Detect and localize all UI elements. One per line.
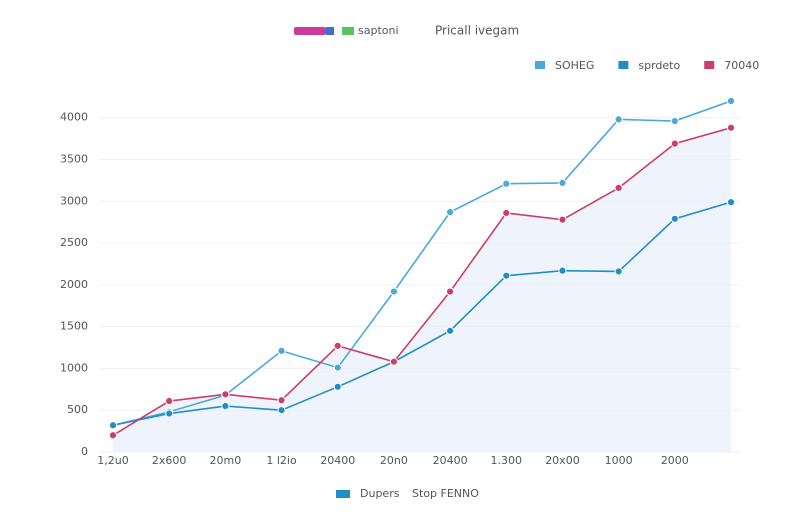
data-point xyxy=(165,396,174,406)
y-tick-label: 0 xyxy=(81,445,88,458)
x-tick-label: 2x600 xyxy=(152,454,187,467)
data-point xyxy=(726,123,736,132)
data-point xyxy=(333,382,342,391)
x-tick-label: 20n0 xyxy=(380,454,408,467)
legend-swatch xyxy=(704,61,715,69)
data-point xyxy=(614,115,623,124)
data-point xyxy=(558,215,567,224)
y-tick-label: 3500 xyxy=(60,153,88,166)
legend-swatch xyxy=(618,61,629,69)
header-swatch xyxy=(326,27,334,35)
legend-label: sprdeto xyxy=(638,59,680,72)
data-point xyxy=(389,357,399,366)
data-point xyxy=(670,214,679,223)
data-point xyxy=(333,363,342,372)
data-point xyxy=(558,266,567,275)
y-tick-label: 4000 xyxy=(60,111,88,124)
data-point xyxy=(277,346,286,355)
x-tick-label: 1.300 xyxy=(491,454,523,467)
legend-label: SOHEG xyxy=(555,59,594,72)
series-line xyxy=(112,201,732,427)
x-tick-label: 20x00 xyxy=(545,454,580,467)
data-point xyxy=(614,267,623,276)
data-point xyxy=(558,178,567,187)
footer-swatch xyxy=(336,490,350,498)
legend-swatch xyxy=(535,61,545,69)
data-point xyxy=(221,390,230,399)
header-swatch xyxy=(294,27,326,35)
data-point xyxy=(726,198,736,207)
footer-label: Stop FENNO xyxy=(412,487,479,500)
x-tick-label: 2000 xyxy=(661,454,689,467)
x-tick-label: 20m0 xyxy=(210,454,242,467)
header-title: Pricall ivegam xyxy=(435,24,519,38)
data-point xyxy=(502,179,511,188)
data-point xyxy=(333,341,342,350)
data-point xyxy=(445,326,455,335)
series-line xyxy=(112,126,732,436)
data-point xyxy=(277,396,286,405)
data-point xyxy=(445,287,455,296)
header-label: saptoni xyxy=(358,24,399,37)
data-point xyxy=(502,208,511,218)
x-tick-label: 1000 xyxy=(605,454,633,467)
data-point xyxy=(389,287,399,296)
area xyxy=(113,127,731,452)
y-tick-label: 2000 xyxy=(60,278,88,291)
x-tick-label: 1 l2io xyxy=(266,454,297,467)
x-tick-label: 20400 xyxy=(433,454,468,467)
data-point xyxy=(108,421,118,430)
data-point xyxy=(502,271,511,280)
data-point xyxy=(670,139,679,148)
y-tick-label: 3000 xyxy=(60,194,88,207)
data-point xyxy=(614,183,623,193)
y-tick-label: 1000 xyxy=(60,361,88,374)
data-point xyxy=(726,96,736,106)
y-tick-label: 500 xyxy=(67,403,88,416)
data-point xyxy=(221,401,230,411)
y-tick-label: 1500 xyxy=(60,320,88,333)
header-swatch xyxy=(342,27,354,35)
footer-label: Dupers xyxy=(360,487,400,500)
data-point xyxy=(445,208,455,217)
data-point xyxy=(277,406,286,415)
series-line xyxy=(112,100,732,427)
y-tick-label: 2500 xyxy=(60,236,88,249)
data-point xyxy=(165,409,174,418)
data-point xyxy=(108,431,118,440)
data-point xyxy=(670,116,679,126)
x-tick-label: 1,2u0 xyxy=(97,454,128,467)
legend-label: 70040 xyxy=(724,59,759,72)
x-tick-label: 20400 xyxy=(320,454,355,467)
